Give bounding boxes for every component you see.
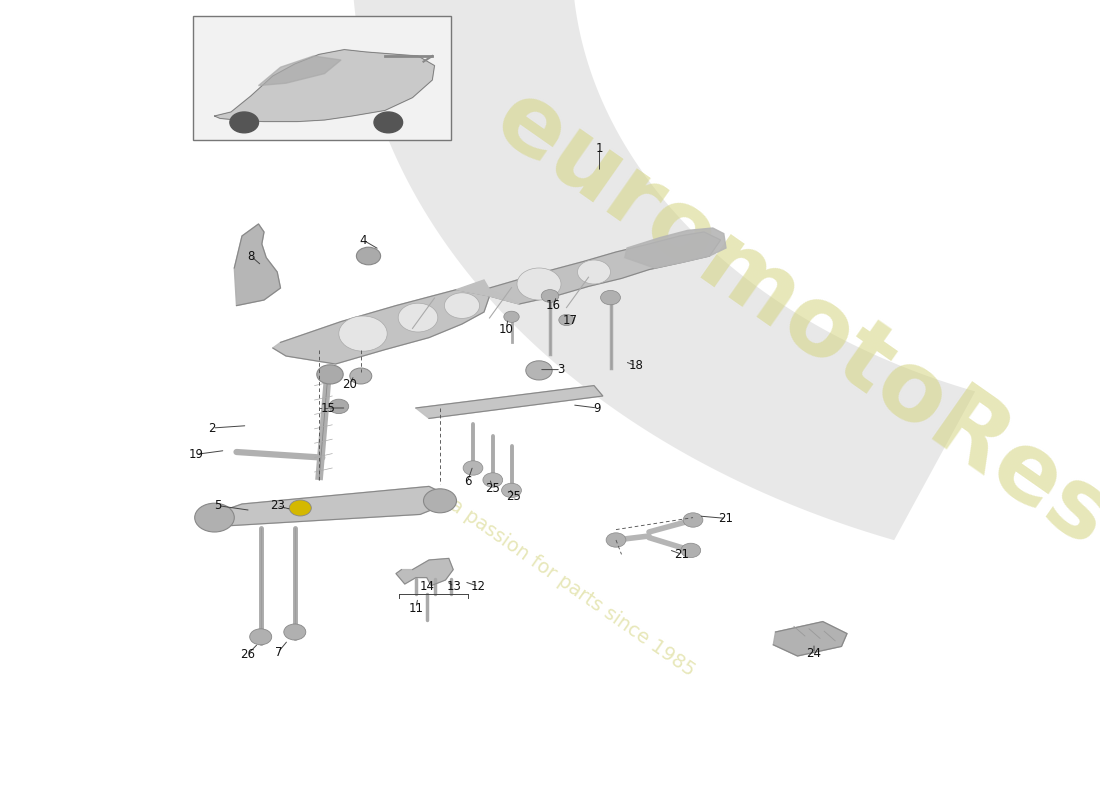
Text: 3: 3 bbox=[558, 363, 564, 376]
Text: 13: 13 bbox=[447, 580, 462, 593]
Text: 6: 6 bbox=[464, 475, 471, 488]
Text: 5: 5 bbox=[214, 499, 221, 512]
Text: 18: 18 bbox=[628, 359, 643, 372]
Circle shape bbox=[356, 247, 381, 265]
Polygon shape bbox=[214, 50, 434, 122]
Polygon shape bbox=[625, 228, 726, 268]
Circle shape bbox=[284, 624, 306, 640]
Text: a passion for parts since 1985: a passion for parts since 1985 bbox=[446, 496, 698, 680]
Circle shape bbox=[601, 290, 620, 305]
Polygon shape bbox=[258, 56, 341, 86]
Text: 15: 15 bbox=[320, 402, 336, 414]
Text: 12: 12 bbox=[471, 580, 486, 593]
Circle shape bbox=[483, 473, 503, 487]
Circle shape bbox=[559, 314, 574, 326]
Circle shape bbox=[317, 365, 343, 384]
Circle shape bbox=[398, 303, 438, 332]
Circle shape bbox=[250, 629, 272, 645]
Text: 26: 26 bbox=[240, 648, 255, 661]
Text: 17: 17 bbox=[562, 314, 578, 326]
Text: 16: 16 bbox=[546, 299, 561, 312]
Text: 25: 25 bbox=[485, 482, 501, 494]
Polygon shape bbox=[416, 386, 603, 418]
Circle shape bbox=[526, 361, 552, 380]
Text: 4: 4 bbox=[360, 234, 366, 246]
Bar bbox=[192, 16, 451, 140]
Circle shape bbox=[339, 316, 387, 351]
Polygon shape bbox=[273, 290, 490, 364]
Polygon shape bbox=[352, 0, 1100, 540]
Polygon shape bbox=[456, 280, 519, 304]
Text: 9: 9 bbox=[594, 402, 601, 414]
Circle shape bbox=[683, 513, 703, 527]
Text: 14: 14 bbox=[419, 580, 435, 593]
Text: 21: 21 bbox=[674, 548, 690, 561]
Polygon shape bbox=[209, 486, 449, 526]
Polygon shape bbox=[234, 224, 280, 306]
Circle shape bbox=[424, 489, 456, 513]
Circle shape bbox=[502, 483, 521, 498]
Polygon shape bbox=[484, 232, 720, 304]
Circle shape bbox=[289, 500, 311, 516]
Circle shape bbox=[541, 290, 559, 302]
Circle shape bbox=[195, 503, 234, 532]
Text: 25: 25 bbox=[506, 490, 521, 502]
Text: 10: 10 bbox=[498, 323, 514, 336]
Polygon shape bbox=[396, 558, 453, 586]
Circle shape bbox=[463, 461, 483, 475]
Circle shape bbox=[517, 268, 561, 300]
Text: 8: 8 bbox=[248, 250, 254, 262]
Circle shape bbox=[230, 112, 258, 133]
Text: 2: 2 bbox=[209, 422, 216, 434]
Text: 19: 19 bbox=[188, 448, 204, 461]
Circle shape bbox=[444, 293, 480, 318]
Circle shape bbox=[606, 533, 626, 547]
Circle shape bbox=[578, 260, 610, 284]
Text: 20: 20 bbox=[342, 378, 358, 390]
Text: 11: 11 bbox=[408, 602, 424, 614]
Circle shape bbox=[329, 399, 349, 414]
Circle shape bbox=[681, 543, 701, 558]
Circle shape bbox=[504, 311, 519, 322]
Text: 23: 23 bbox=[270, 499, 285, 512]
Circle shape bbox=[374, 112, 403, 133]
Text: 21: 21 bbox=[718, 512, 734, 525]
Text: 7: 7 bbox=[275, 646, 282, 658]
Text: 1: 1 bbox=[596, 142, 603, 154]
Polygon shape bbox=[773, 622, 847, 656]
Text: euromotoRes: euromotoRes bbox=[477, 73, 1100, 567]
Circle shape bbox=[350, 368, 372, 384]
Text: 24: 24 bbox=[806, 647, 822, 660]
